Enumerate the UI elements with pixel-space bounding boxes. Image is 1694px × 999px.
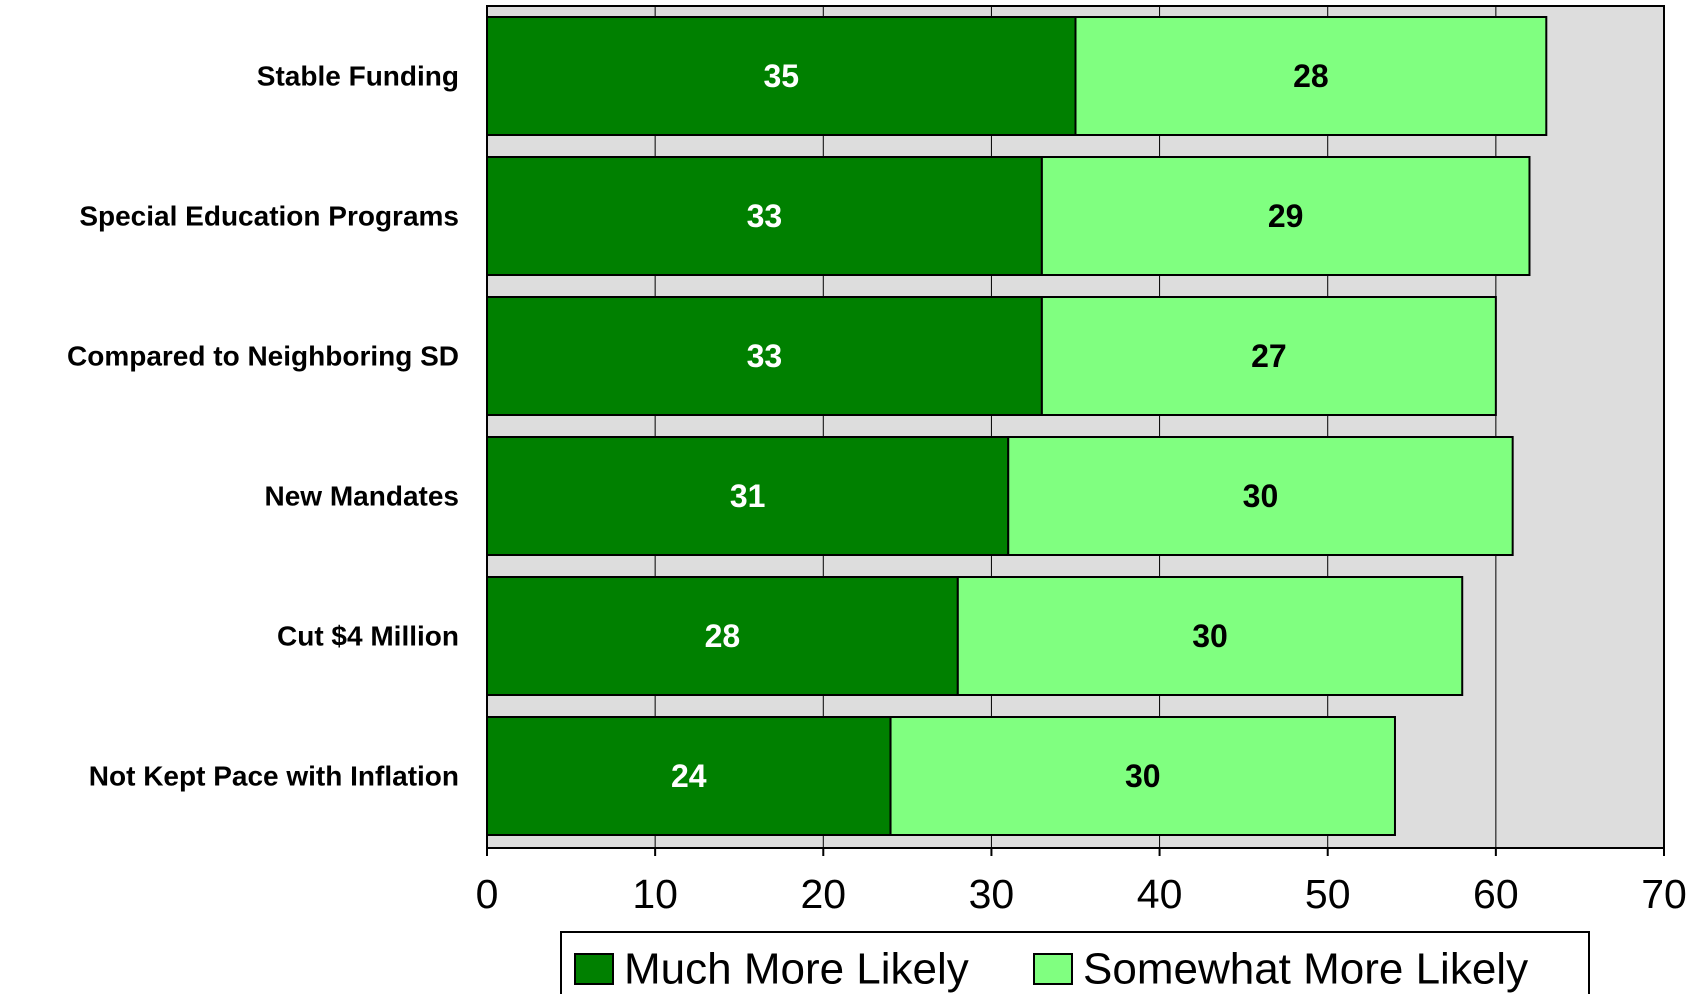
x-tick-label-60: 60 (1473, 871, 1519, 917)
category-label-0: Stable Funding (257, 61, 459, 92)
x-tick-label-0: 0 (476, 871, 499, 917)
category-label-3: New Mandates (265, 481, 460, 512)
data-label-1-1: 29 (1268, 198, 1304, 234)
data-label-1-0: 28 (1293, 58, 1329, 94)
data-label-0-0: 35 (763, 58, 799, 94)
data-label-0-3: 31 (730, 478, 766, 514)
category-label-5: Not Kept Pace with Inflation (89, 761, 459, 792)
data-label-0-1: 33 (747, 198, 783, 234)
category-label-1: Special Education Programs (79, 201, 459, 232)
legend-swatch-somewhat-more-likely (1034, 954, 1072, 984)
data-label-1-5: 30 (1125, 758, 1161, 794)
x-tick-label-10: 10 (632, 871, 678, 917)
data-label-0-5: 24 (671, 758, 707, 794)
x-tick-label-70: 70 (1641, 871, 1687, 917)
plot-area: 35 28 33 29 33 27 31 30 28 30 24 30 (487, 6, 1664, 848)
x-tick-label-40: 40 (1137, 871, 1183, 917)
x-axis: 0 10 20 30 40 50 60 70 (476, 848, 1687, 917)
legend-label-somewhat-more-likely: Somewhat More Likely (1083, 945, 1528, 994)
legend-label-much-more-likely: Much More Likely (624, 945, 969, 994)
x-tick-label-30: 30 (969, 871, 1015, 917)
data-label-1-3: 30 (1243, 478, 1279, 514)
data-label-1-4: 30 (1192, 618, 1228, 654)
data-label-0-2: 33 (747, 338, 783, 374)
data-label-1-2: 27 (1251, 338, 1287, 374)
category-labels: Stable Funding Special Education Programs… (67, 61, 459, 792)
category-label-4: Cut $4 Million (277, 621, 459, 652)
category-label-2: Compared to Neighboring SD (67, 341, 459, 372)
data-label-0-4: 28 (705, 618, 741, 654)
x-tick-label-20: 20 (800, 871, 846, 917)
x-tick-label-50: 50 (1305, 871, 1351, 917)
legend: Much More Likely Somewhat More Likely (561, 932, 1589, 994)
legend-swatch-much-more-likely (575, 954, 613, 984)
